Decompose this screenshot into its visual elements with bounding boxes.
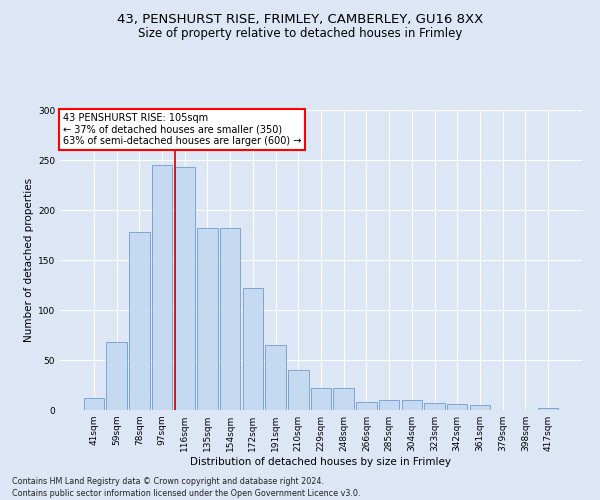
Bar <box>220 228 241 410</box>
Y-axis label: Number of detached properties: Number of detached properties <box>24 178 34 342</box>
Bar <box>106 342 127 410</box>
Bar <box>84 398 104 410</box>
Bar <box>197 228 218 410</box>
Text: Contains HM Land Registry data © Crown copyright and database right 2024.: Contains HM Land Registry data © Crown c… <box>12 478 324 486</box>
X-axis label: Distribution of detached houses by size in Frimley: Distribution of detached houses by size … <box>191 457 452 467</box>
Bar <box>175 167 195 410</box>
Text: Size of property relative to detached houses in Frimley: Size of property relative to detached ho… <box>138 28 462 40</box>
Bar <box>311 388 331 410</box>
Bar <box>424 403 445 410</box>
Bar <box>152 165 172 410</box>
Bar <box>470 405 490 410</box>
Bar <box>265 345 286 410</box>
Bar <box>538 408 558 410</box>
Text: Contains public sector information licensed under the Open Government Licence v3: Contains public sector information licen… <box>12 489 361 498</box>
Bar <box>356 402 377 410</box>
Bar <box>401 400 422 410</box>
Bar <box>129 232 149 410</box>
Text: 43, PENSHURST RISE, FRIMLEY, CAMBERLEY, GU16 8XX: 43, PENSHURST RISE, FRIMLEY, CAMBERLEY, … <box>117 12 483 26</box>
Bar <box>288 370 308 410</box>
Text: 43 PENSHURST RISE: 105sqm
← 37% of detached houses are smaller (350)
63% of semi: 43 PENSHURST RISE: 105sqm ← 37% of detac… <box>62 113 301 146</box>
Bar <box>379 400 400 410</box>
Bar <box>334 388 354 410</box>
Bar <box>242 288 263 410</box>
Bar <box>447 404 467 410</box>
